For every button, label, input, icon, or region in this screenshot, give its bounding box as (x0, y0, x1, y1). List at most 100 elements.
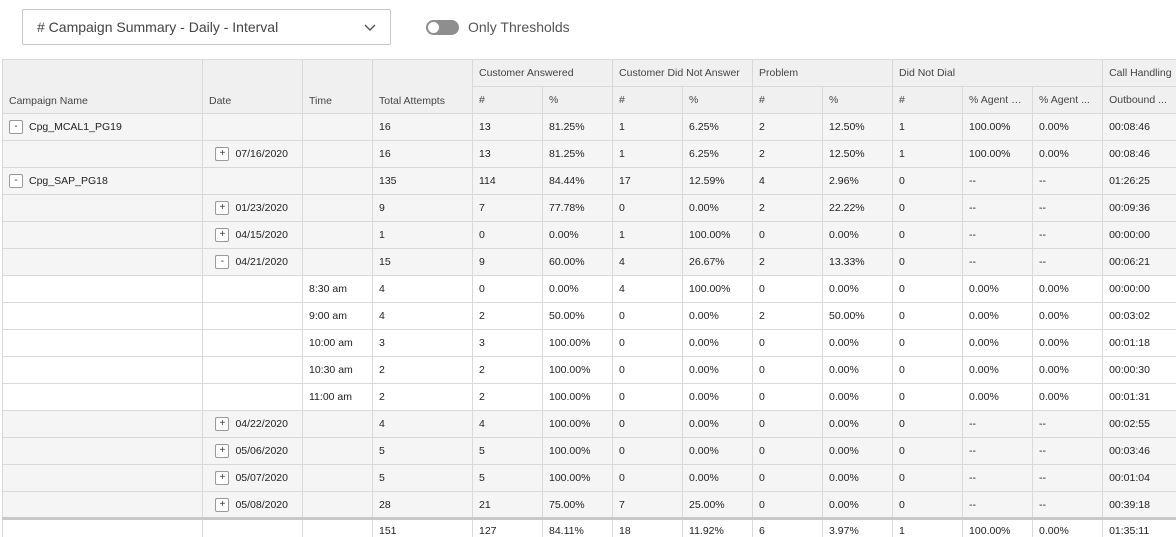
table-cell: 0.00% (962, 356, 1034, 384)
table-cell: 8:30 am (302, 275, 373, 303)
table-cell: 3 (472, 329, 543, 357)
table-cell: 4 (372, 410, 473, 438)
table-cell: 0.00% (682, 329, 754, 357)
table-cell (2, 356, 203, 384)
only-thresholds-toggle[interactable] (426, 19, 459, 35)
table-cell: 22.22% (822, 194, 894, 222)
expand-icon[interactable]: + (215, 444, 230, 458)
column-header-campaign-name[interactable]: Campaign Name (2, 59, 203, 114)
table-row[interactable]: 11:00 am 2 2 100.00% 0 0.00% 0 0.00% 0 0.00% 0.00%… (2, 383, 1176, 411)
table-cell: 12.59% (682, 167, 754, 195)
expand-icon[interactable]: + (215, 471, 230, 485)
table-cell: 7 (472, 194, 543, 222)
table-cell: +05/07/2020 (202, 464, 303, 492)
table-cell: 4 (612, 275, 684, 303)
collapse-icon[interactable]: - (215, 255, 230, 269)
table-cell (2, 194, 203, 222)
table-cell: 26.67% (682, 248, 754, 276)
table-row[interactable]: +01/23/2020 9 7 77.78% 0 0.00% 2 22.22% 0 -- -- 00:… (2, 194, 1176, 222)
table-row[interactable]: +04/22/2020 4 4 100.00% 0 0.00% 0 0.00% 0 -- -- 00:… (2, 410, 1176, 438)
table-cell: 13 (472, 113, 543, 141)
table-cell: 0.00% (1032, 356, 1104, 384)
collapse-icon[interactable]: - (9, 174, 23, 188)
table-cell: 0.00% (682, 464, 754, 492)
column-header-date[interactable]: Date (202, 59, 303, 114)
group-header-customer-did-not-answer: Customer Did Not Answer (612, 59, 754, 87)
table-cell: 0.00% (682, 302, 754, 330)
table-row[interactable]: 8:30 am 4 0 0.00% 4 100.00% 0 0.00% 0 0.00% 0.00% 0… (2, 275, 1176, 303)
column-header-time[interactable]: Time (302, 59, 373, 114)
table-cell: 100.00% (682, 275, 754, 303)
table-cell: 3 (372, 329, 473, 357)
column-header-dnd-agent[interactable]: % Agent ... (1032, 86, 1104, 114)
table-row[interactable]: +05/08/2020 28 21 75.00% 7 25.00% 0 0.00% 0 -- -- 0… (2, 491, 1176, 519)
table-cell: -- (1032, 464, 1104, 492)
table-cell: 4 (372, 275, 473, 303)
table-cell: -- (962, 464, 1034, 492)
table-cell: 9 (472, 248, 543, 276)
collapse-icon[interactable]: - (9, 120, 23, 134)
expand-icon[interactable]: + (215, 147, 230, 161)
table-cell (302, 437, 373, 465)
table-cell: 01:26:25 (1102, 167, 1176, 195)
table-cell: 7 (612, 491, 684, 519)
column-header-cdna-count[interactable]: # (612, 86, 684, 114)
expand-icon[interactable]: + (215, 228, 230, 242)
table-cell: -- (1032, 221, 1104, 249)
column-header-total-attempts[interactable]: Total Attempts (372, 59, 473, 114)
column-header-outbound[interactable]: Outbound ... (1102, 86, 1176, 114)
table-cell: 5 (372, 464, 473, 492)
table-row[interactable]: +07/16/2020 16 13 81.25% 1 6.25% 2 12.50% 1 100.0… (2, 140, 1176, 168)
table-row[interactable]: - Cpg_SAP_PG18 135 114 84.44% 17 12.59% 4 2.96% 0… (2, 167, 1176, 195)
table-cell: 10:30 am (302, 356, 373, 384)
table-cell: 0.00% (962, 383, 1034, 411)
totals-cell (2, 517, 203, 537)
table-cell: 4 (612, 248, 684, 276)
table-cell: 00:00:30 (1102, 356, 1176, 384)
table-cell: 25.00% (682, 491, 754, 519)
table-cell: 00:08:46 (1102, 113, 1176, 141)
table-cell: 100.00% (541, 437, 614, 465)
expand-icon[interactable]: + (215, 201, 230, 215)
table-cell: 2 (752, 140, 824, 168)
column-header-ca-pct[interactable]: % (541, 86, 614, 114)
table-cell (302, 410, 373, 438)
table-cell: 0 (892, 221, 964, 249)
column-header-problem-pct[interactable]: % (822, 86, 894, 114)
table-cell: 50.00% (541, 302, 614, 330)
table-cell: 4 (372, 302, 473, 330)
table-cell: 0.00% (1032, 113, 1104, 141)
table-cell: 0 (892, 329, 964, 357)
expand-icon[interactable]: + (215, 417, 230, 431)
column-header-dnd-agent-r[interactable]: % Agent R... (962, 86, 1034, 114)
table-cell (2, 329, 203, 357)
table-cell (2, 383, 203, 411)
table-cell: 10:00 am (302, 329, 373, 357)
table-cell: 4 (752, 167, 824, 195)
table-cell: 81.25% (541, 140, 614, 168)
totals-cell: 3.97% (822, 517, 894, 537)
report-select-dropdown[interactable]: # Campaign Summary - Daily - Interval (22, 9, 391, 45)
table-cell: 2 (472, 302, 543, 330)
table-cell (2, 302, 203, 330)
column-header-problem-count[interactable]: # (752, 86, 824, 114)
table-row[interactable]: +05/07/2020 5 5 100.00% 0 0.00% 0 0.00% 0 -- -- 00:… (2, 464, 1176, 492)
table-row[interactable]: +05/06/2020 5 5 100.00% 0 0.00% 0 0.00% 0 -- -- 00:… (2, 437, 1176, 465)
column-header-dnd-count[interactable]: # (892, 86, 964, 114)
table-row[interactable]: -04/21/2020 15 9 60.00% 4 26.67% 2 13.33% 0 -- -- 0… (2, 248, 1176, 276)
table-cell: 2.96% (822, 167, 894, 195)
column-header-ca-count[interactable]: # (472, 86, 543, 114)
table-cell: 1 (892, 113, 964, 141)
table-cell: 135 (372, 167, 473, 195)
table-row[interactable]: +04/15/2020 1 0 0.00% 1 100.00% 0 0.00% 0 -- -- 00:… (2, 221, 1176, 249)
table-row[interactable]: 10:30 am 2 2 100.00% 0 0.00% 0 0.00% 0 0.00% 0.00%… (2, 356, 1176, 384)
column-header-cdna-pct[interactable]: % (682, 86, 754, 114)
table-cell: -- (962, 167, 1034, 195)
expand-icon[interactable]: + (215, 497, 230, 512)
table-cell: 2 (472, 356, 543, 384)
table-cell: 0 (892, 248, 964, 276)
table-row[interactable]: - Cpg_MCAL1_PG19 16 13 81.25% 1 6.25% 2 12.50% 1 1… (2, 113, 1176, 141)
table-row[interactable]: 10:00 am 3 3 100.00% 0 0.00% 0 0.00% 0 0.00% 0.00%… (2, 329, 1176, 357)
table-row[interactable]: 9:00 am 4 2 50.00% 0 0.00% 2 50.00% 0 0.00% 0.00% 0… (2, 302, 1176, 330)
table-cell: +07/16/2020 (202, 140, 303, 168)
